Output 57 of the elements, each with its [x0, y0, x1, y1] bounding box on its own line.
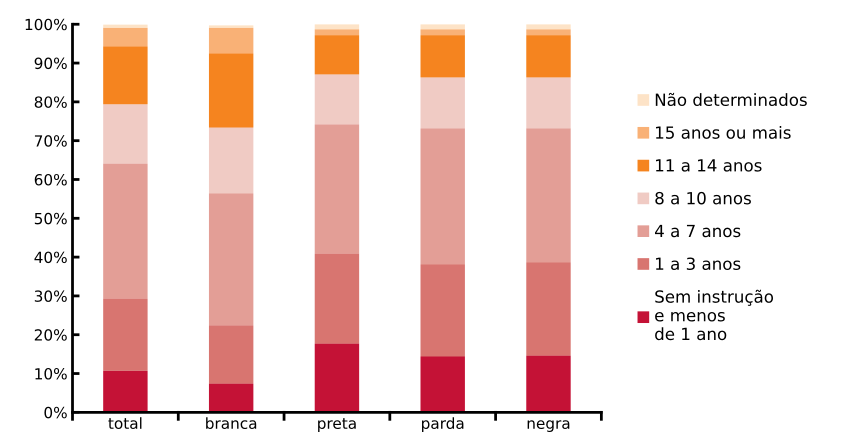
y-tick-label: 10% [35, 368, 67, 380]
x-tick-label: total [108, 417, 142, 430]
bar [526, 356, 571, 412]
bar [103, 28, 148, 46]
bar [103, 298, 148, 371]
bar [314, 24, 360, 30]
legend-label: 8 a 10 anos [655, 192, 751, 204]
bar [526, 128, 571, 263]
y-tick-label: 30% [34, 290, 67, 302]
bar [314, 74, 360, 124]
bar [103, 46, 148, 104]
bar [314, 254, 360, 344]
bar [420, 128, 465, 264]
bar [208, 384, 254, 412]
legend-label: 4 a 7 anos [655, 224, 740, 238]
x-tick-label: branca [206, 417, 256, 430]
legend-label: Sem instrução e menos de 1 ano [655, 290, 774, 340]
bar [420, 77, 465, 128]
y-tick-label: 0% [44, 406, 67, 418]
x-tick-label: parda [422, 417, 464, 432]
x-tick-label: preta [318, 418, 356, 432]
y-tick-label: 80% [34, 96, 67, 108]
bar [526, 77, 571, 128]
bar [526, 262, 571, 356]
y-tick-label: 50% [34, 212, 67, 224]
bar [103, 164, 148, 299]
legend-label: 15 anos ou mais [656, 126, 791, 139]
bar [314, 124, 360, 254]
bar [314, 344, 360, 412]
legend-label: Não determinados [656, 92, 807, 106]
bar [314, 29, 360, 36]
bar [208, 193, 254, 326]
legend-label: 1 a 3 anos [656, 257, 740, 270]
y-tick-label: 90% [34, 58, 67, 70]
bar [420, 356, 465, 412]
bar [103, 104, 148, 164]
y-tick-label: 70% [34, 135, 67, 147]
y-tick-label: 100% [26, 18, 67, 30]
bar [208, 28, 254, 54]
bar [420, 35, 465, 78]
bar [420, 24, 465, 30]
bar [526, 24, 571, 30]
bar [420, 29, 465, 36]
y-tick-label: 40% [34, 252, 67, 264]
bar [420, 264, 465, 356]
bar [208, 53, 254, 128]
bar [526, 29, 571, 36]
legend-label: 11 a 14 anos [656, 159, 762, 172]
y-tick-label: 20% [34, 329, 67, 341]
y-tick-label: 60% [34, 174, 67, 186]
bar [208, 127, 254, 194]
x-tick-label: negra [528, 420, 570, 432]
bar [208, 325, 254, 384]
bar [103, 370, 148, 412]
bar [526, 35, 571, 78]
bar [103, 24, 148, 28]
bar [314, 35, 360, 74]
